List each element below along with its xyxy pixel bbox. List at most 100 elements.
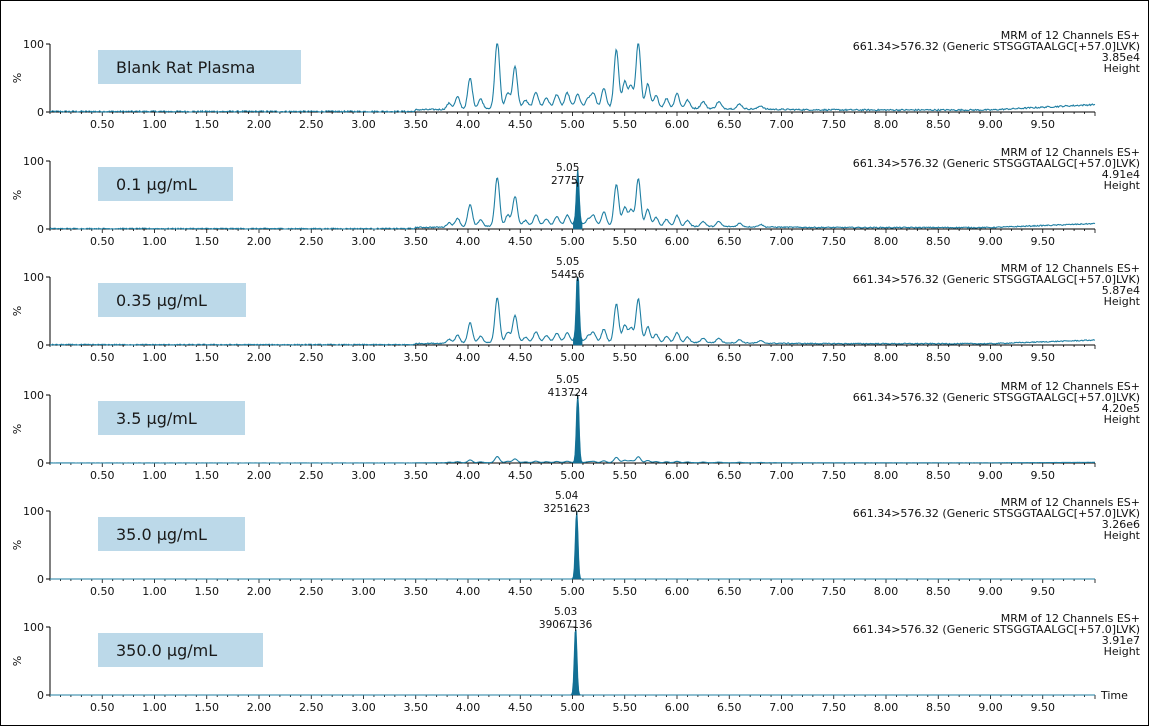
x-tick-label: 9.00 bbox=[978, 351, 1003, 364]
x-tick-label: 3.50 bbox=[404, 351, 429, 364]
x-tick-label: 1.00 bbox=[142, 351, 167, 364]
x-tick-label: 0.50 bbox=[90, 585, 115, 598]
x-tick-label: 9.50 bbox=[1031, 235, 1056, 248]
integrated-peak bbox=[572, 511, 582, 580]
x-tick-label: 0.50 bbox=[90, 118, 115, 131]
x-tick-label: 9.00 bbox=[978, 701, 1003, 714]
y-tick-label-100: 100 bbox=[23, 505, 44, 518]
sample-label: 3.5 µg/mL bbox=[116, 409, 197, 428]
chromatogram-trace bbox=[49, 276, 1096, 346]
x-tick-label: 2.50 bbox=[299, 118, 324, 131]
channel-header-line: MRM of 12 Channels ES+ bbox=[1001, 262, 1140, 275]
x-tick-label: 3.00 bbox=[351, 235, 376, 248]
peak-area-label: 54456 bbox=[551, 269, 585, 281]
x-tick-label: 6.00 bbox=[665, 701, 690, 714]
x-tick-label: 1.00 bbox=[142, 235, 167, 248]
y-axis-label: % bbox=[11, 424, 24, 434]
x-tick-label: 7.00 bbox=[769, 585, 794, 598]
panel-1: 100 0% 0.50 1.00 1.50 2.00 2.50 3.00 3.50 4.00 4.5… bbox=[11, 29, 1141, 131]
x-tick-label: 2.00 bbox=[247, 351, 272, 364]
sample-label-box bbox=[98, 50, 301, 84]
y-tick-label-100: 100 bbox=[23, 271, 44, 284]
x-tick-label: 4.50 bbox=[508, 351, 533, 364]
x-tick-label: 5.50 bbox=[613, 351, 638, 364]
x-tick-label: 1.50 bbox=[195, 235, 220, 248]
x-tick-label: 4.50 bbox=[508, 701, 533, 714]
y-tick-label-100: 100 bbox=[23, 621, 44, 634]
x-tick-label: 6.50 bbox=[717, 701, 742, 714]
x-tick-label: 0.50 bbox=[90, 351, 115, 364]
x-tick-label: 4.50 bbox=[508, 585, 533, 598]
x-tick-label: 4.00 bbox=[456, 235, 481, 248]
y-tick-label-0: 0 bbox=[37, 689, 44, 702]
y-axis-label: % bbox=[11, 190, 24, 200]
peak-rt-label: 5.05 bbox=[556, 374, 579, 386]
peak-rt-label: 5.05 bbox=[556, 256, 579, 268]
x-tick-label: 1.00 bbox=[142, 118, 167, 131]
x-tick-label: 8.00 bbox=[874, 235, 899, 248]
channel-header-line: Height bbox=[1104, 179, 1141, 192]
channel-header-line: 661.34>576.32 (Generic STSGGTAALGC[+57.0… bbox=[853, 623, 1140, 636]
x-tick-label: 0.50 bbox=[90, 701, 115, 714]
x-tick-label: 8.50 bbox=[926, 351, 951, 364]
channel-header-line: 661.34>576.32 (Generic STSGGTAALGC[+57.0… bbox=[853, 273, 1140, 286]
peak-rt-label: 5.03 bbox=[554, 606, 577, 618]
y-tick-label-100: 100 bbox=[23, 38, 44, 51]
sample-label-box bbox=[98, 517, 245, 551]
x-tick-label: 4.00 bbox=[456, 469, 481, 482]
panel-5: 100 0% 0.50 1.00 1.50 2.00 2.50 3.00 3.50 4.00 4.5… bbox=[11, 490, 1141, 598]
x-tick-label: 9.50 bbox=[1031, 118, 1056, 131]
x-tick-label: 4.00 bbox=[456, 585, 481, 598]
sample-label: 0.1 µg/mL bbox=[116, 175, 197, 194]
x-tick-label: 8.00 bbox=[874, 701, 899, 714]
peak-area-label: 3251623 bbox=[543, 503, 590, 515]
x-tick-label: 3.00 bbox=[351, 701, 376, 714]
x-tick-label: 1.50 bbox=[195, 351, 220, 364]
x-tick-label: 3.00 bbox=[351, 469, 376, 482]
x-tick-label: 7.50 bbox=[822, 235, 847, 248]
x-tick-label: 3.50 bbox=[404, 585, 429, 598]
panel-2: 100 0% 0.50 1.00 1.50 2.00 2.50 3.00 3.50 4.00 4.5… bbox=[11, 146, 1141, 248]
x-tick-label: 6.00 bbox=[665, 235, 690, 248]
x-tick-label: 3.50 bbox=[404, 701, 429, 714]
x-tick-label: 2.50 bbox=[299, 351, 324, 364]
channel-header-line: Height bbox=[1104, 413, 1141, 426]
channel-header-line: Height bbox=[1104, 295, 1141, 308]
x-tick-label: 9.00 bbox=[978, 469, 1003, 482]
channel-header-line: Height bbox=[1104, 529, 1141, 542]
x-tick-label: 2.50 bbox=[299, 235, 324, 248]
x-tick-label: 6.50 bbox=[717, 118, 742, 131]
peak-rt-label: 5.05 bbox=[556, 162, 579, 174]
sample-label-box bbox=[98, 167, 233, 201]
peak-area-label: 27757 bbox=[551, 175, 584, 187]
y-tick-label-0: 0 bbox=[37, 339, 44, 352]
peak-area-label: 39067136 bbox=[539, 619, 593, 631]
x-tick-label: 1.00 bbox=[142, 701, 167, 714]
x-tick-label: 9.00 bbox=[978, 118, 1003, 131]
x-tick-label: 2.00 bbox=[247, 585, 272, 598]
chromatogram-trace bbox=[49, 43, 1096, 113]
x-tick-label: 2.00 bbox=[247, 118, 272, 131]
y-tick-label-100: 100 bbox=[23, 155, 44, 168]
x-tick-label: 8.00 bbox=[874, 118, 899, 131]
x-tick-label: 5.50 bbox=[613, 701, 638, 714]
x-tick-label: 8.50 bbox=[926, 235, 951, 248]
integrated-peak bbox=[573, 276, 583, 346]
x-tick-label: 6.50 bbox=[717, 585, 742, 598]
channel-header-line: 3.91e7 bbox=[1102, 634, 1140, 647]
sample-label-box bbox=[98, 633, 263, 667]
x-tick-label: 4.00 bbox=[456, 701, 481, 714]
peak-rt-label: 5.04 bbox=[555, 490, 579, 502]
x-tick-label: 6.00 bbox=[665, 585, 690, 598]
x-tick-label: 8.00 bbox=[874, 585, 899, 598]
x-tick-label: 5.50 bbox=[613, 469, 638, 482]
x-tick-label: 2.50 bbox=[299, 585, 324, 598]
chromatogram-trace bbox=[49, 394, 1096, 464]
x-tick-label: 8.00 bbox=[874, 469, 899, 482]
x-tick-label: 1.50 bbox=[195, 469, 220, 482]
channel-header-line: 3.85e4 bbox=[1102, 51, 1140, 64]
x-tick-label: 2.50 bbox=[299, 469, 324, 482]
channel-header-line: 661.34>576.32 (Generic STSGGTAALGC[+57.0… bbox=[853, 157, 1140, 170]
panel-3: 100 0% 0.50 1.00 1.50 2.00 2.50 3.00 3.50 4.00 4.5… bbox=[11, 256, 1141, 364]
